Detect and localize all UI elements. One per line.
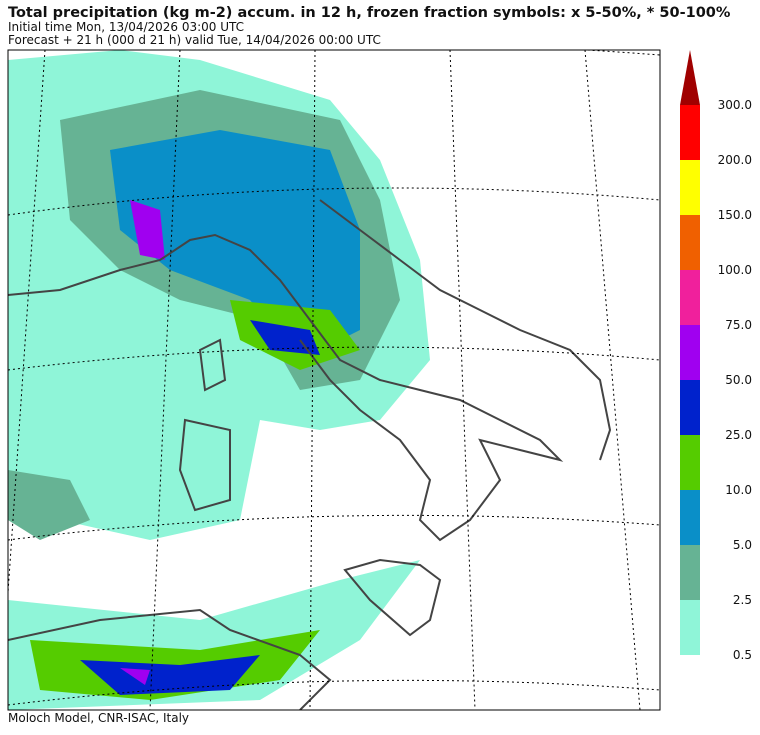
grid — [8, 50, 660, 710]
map — [7, 49, 661, 711]
colorbar-label: 75.0 — [725, 318, 752, 332]
coastlines — [8, 199, 612, 710]
colorbar-label: 5.0 — [733, 538, 752, 552]
colorbar-swatch — [680, 270, 700, 325]
initial-time: Initial time Mon, 13/04/2026 03:00 UTC — [8, 20, 244, 34]
colorbar-label: 300.0 — [718, 98, 752, 112]
precip-field — [8, 50, 430, 710]
colorbar-label: 200.0 — [718, 153, 752, 167]
colorbar-label: 0.5 — [733, 648, 752, 662]
colorbar-swatch — [680, 600, 700, 655]
forecast-time: Forecast + 21 h (000 d 21 h) valid Tue, … — [8, 33, 381, 47]
colorbar-swatch — [680, 545, 700, 600]
colorbar-label: 150.0 — [718, 208, 752, 222]
colorbar-label: 50.0 — [725, 373, 752, 387]
colorbar-swatch — [680, 380, 700, 435]
colorbar-swatch — [680, 490, 700, 545]
footer: Moloch Model, CNR-ISAC, Italy — [8, 711, 189, 725]
colorbar-label: 25.0 — [725, 428, 752, 442]
colorbar-swatch — [680, 160, 700, 215]
colorbar-swatch — [680, 325, 700, 380]
colorbar-arrow — [680, 50, 700, 105]
colorbar-label: 100.0 — [718, 263, 752, 277]
colorbar-swatch — [680, 105, 700, 160]
title: Total precipitation (kg m-2) accum. in 1… — [8, 5, 731, 21]
colorbar: 0.5 2.5 5.0 10.0 25.0 50.0 75.0 100.0 150.0 200.0… — [680, 50, 752, 662]
colorbar-swatch — [680, 215, 700, 270]
colorbar-swatch — [680, 435, 700, 490]
colorbar-label: 10.0 — [725, 483, 752, 497]
colorbar-label: 2.5 — [733, 593, 752, 607]
